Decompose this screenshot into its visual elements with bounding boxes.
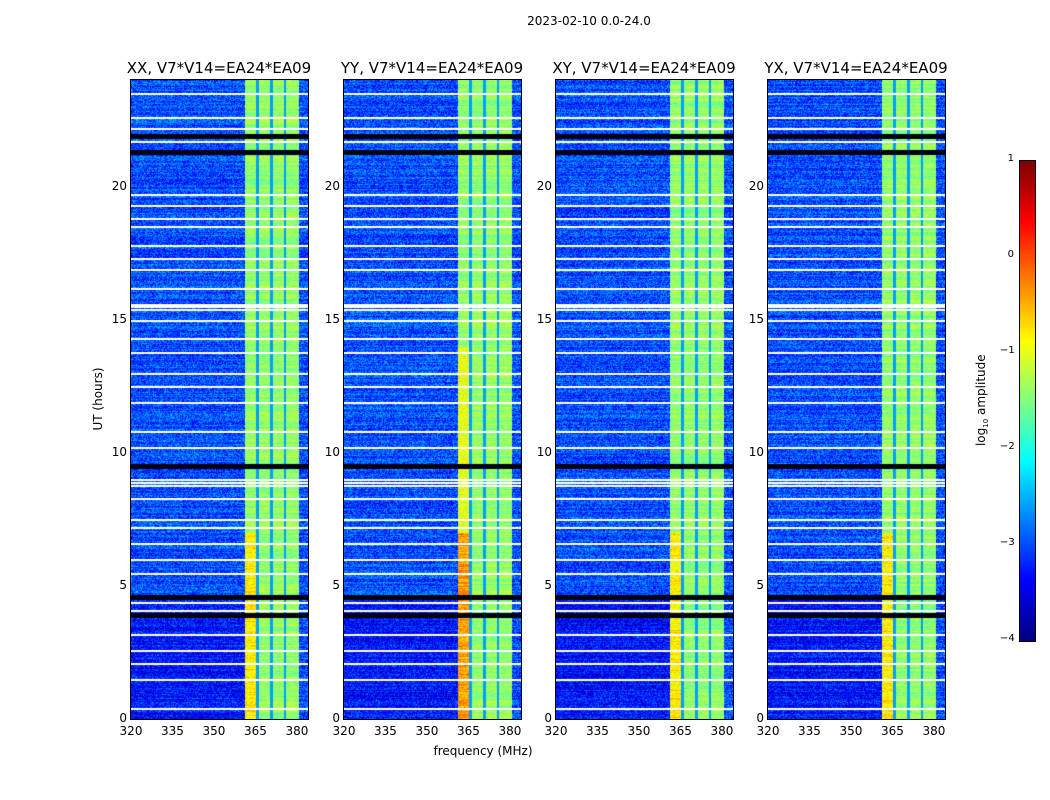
- heatmap-image: [556, 80, 733, 719]
- y-tick-label: 5: [756, 577, 764, 592]
- y-tick-label: 15: [111, 311, 127, 326]
- x-axis-label: frequency (MHz): [433, 744, 533, 758]
- heatmap-image: [768, 80, 945, 719]
- y-tick-label: 0: [332, 711, 340, 725]
- panel-title: XY, V7*V14=EA24*EA09: [552, 59, 736, 77]
- colorbar: [1019, 160, 1036, 642]
- x-tick-label: 365: [881, 724, 904, 738]
- y-tick-label: 0: [119, 711, 127, 725]
- x-tick-label: 380: [710, 724, 734, 738]
- colorbar-tick-label: 1: [1007, 153, 1014, 164]
- x-tick-label: 350: [202, 724, 226, 738]
- x-tick-label: 350: [415, 724, 439, 738]
- x-tick-label: 320: [544, 724, 568, 738]
- colorbar-tick-label: −3: [1000, 537, 1015, 548]
- y-tick-label: 10: [536, 444, 552, 459]
- x-tick-label: 335: [798, 724, 821, 738]
- x-tick-label: 320: [756, 724, 780, 738]
- spectrogram-panel: [130, 79, 309, 720]
- x-tick-label: 380: [498, 724, 522, 738]
- y-tick-label: 0: [544, 711, 552, 725]
- x-tick-label: 365: [244, 724, 267, 738]
- x-tick-label: 335: [374, 724, 397, 738]
- x-tick-label: 320: [119, 724, 143, 738]
- y-axis-label: UT (hours): [91, 367, 105, 431]
- colorbar-tick-label: −1: [1000, 345, 1015, 356]
- y-tick-label: 15: [324, 311, 340, 326]
- y-tick-label: 15: [536, 311, 552, 326]
- y-tick-label: 5: [544, 577, 552, 592]
- y-tick-label: 0: [756, 711, 764, 725]
- x-tick-label: 320: [332, 724, 356, 738]
- y-tick-label: 5: [119, 577, 127, 592]
- panel-title: YY, V7*V14=EA24*EA09: [340, 59, 524, 77]
- spectrogram-panel: [767, 79, 946, 720]
- spectrogram-panel: [343, 79, 522, 720]
- panel-title: YX, V7*V14=EA24*EA09: [764, 59, 948, 77]
- x-tick-label: 380: [922, 724, 946, 738]
- panel-title: XX, V7*V14=EA24*EA09: [126, 59, 312, 77]
- y-tick-label: 20: [536, 178, 552, 193]
- x-tick-label: 365: [669, 724, 692, 738]
- heatmap-image: [344, 80, 521, 719]
- x-tick-label: 350: [627, 724, 651, 738]
- y-tick-label: 20: [111, 178, 127, 193]
- y-tick-label: 10: [324, 444, 340, 459]
- x-tick-label: 350: [839, 724, 863, 738]
- y-tick-label: 20: [748, 178, 764, 193]
- x-tick-label: 365: [457, 724, 480, 738]
- y-tick-label: 5: [332, 577, 340, 592]
- colorbar-label: log10 amplitude: [973, 354, 991, 447]
- x-tick-label: 380: [285, 724, 309, 738]
- spectrogram-panel: [555, 79, 734, 720]
- colorbar-tick-label: −2: [1000, 441, 1015, 452]
- x-tick-label: 335: [161, 724, 184, 738]
- y-tick-label: 10: [748, 444, 764, 459]
- figure-title: 2023-02-10 0.0-24.0: [527, 14, 651, 28]
- y-tick-label: 10: [111, 444, 127, 459]
- x-tick-label: 335: [586, 724, 609, 738]
- colorbar-tick-label: 0: [1007, 249, 1014, 260]
- y-tick-label: 15: [748, 311, 764, 326]
- y-tick-label: 20: [324, 178, 340, 193]
- heatmap-image: [131, 80, 308, 719]
- colorbar-tick-label: −4: [1000, 633, 1015, 644]
